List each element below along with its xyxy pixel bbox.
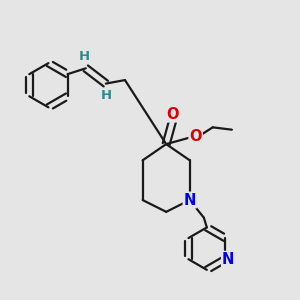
Text: H: H: [79, 50, 90, 63]
Text: H: H: [101, 89, 112, 102]
Text: N: N: [184, 193, 196, 208]
Text: O: O: [167, 106, 179, 122]
Text: O: O: [189, 129, 202, 144]
Text: N: N: [222, 252, 234, 267]
